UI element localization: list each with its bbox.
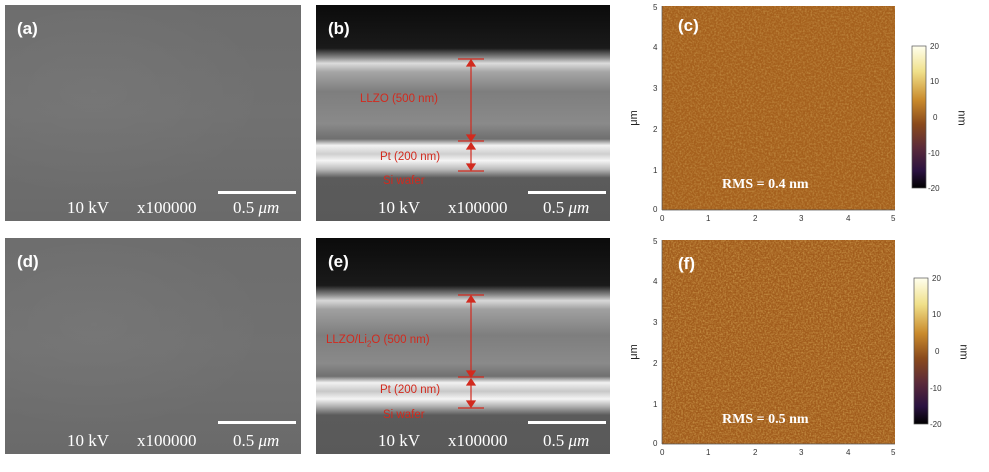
layer-label-si: Si wafer (383, 175, 425, 187)
x-tick: 4 (846, 448, 851, 457)
colorbar-tick: 20 (930, 42, 939, 51)
y-tick: 1 (653, 166, 658, 175)
layer-label-pt: Pt (200 nm) (380, 151, 441, 163)
x-tick: 5 (891, 214, 896, 223)
layer-label-llzo: LLZO (500 nm) (360, 93, 438, 105)
sem-magnification: x100000 (448, 431, 508, 450)
scale-bar-label: 0.5 μm (233, 198, 280, 217)
sem-voltage: 10 kV (378, 431, 421, 450)
x-tick: 0 (660, 448, 665, 457)
x-tick: 2 (753, 214, 758, 223)
colorbar-tick: 20 (932, 274, 941, 283)
colorbar-tick: 0 (935, 347, 940, 356)
y-tick: 0 (653, 439, 658, 448)
sem-magnification: x100000 (448, 198, 508, 217)
colorbar-tick: -10 (930, 384, 942, 393)
y-tick: 2 (653, 359, 658, 368)
panel-label: (d) (17, 252, 39, 271)
layer-label-si: Si wafer (383, 409, 425, 421)
sem-voltage: 10 kV (67, 431, 110, 450)
panel-label: (b) (328, 19, 350, 38)
sem-magnification: x100000 (137, 431, 197, 450)
colorbar-tick: -20 (928, 184, 940, 193)
colorbar-unit: nm (957, 344, 970, 360)
sem-voltage: 10 kV (67, 198, 110, 217)
colorbar-tick: 10 (930, 77, 939, 86)
afm-panel-f: (f) RMS = 0.5 nm μm 5 4 3 2 1 0 0 1 2 3 … (620, 234, 989, 472)
rms-label: RMS = 0.4 nm (722, 177, 809, 192)
x-tick: 1 (706, 448, 711, 457)
sem-panel-a: (a) 10 kV x100000 0.5 μm (5, 5, 301, 221)
sem-panel-d: (d) 10 kV x100000 0.5 μm (5, 238, 301, 454)
y-tick: 5 (653, 237, 658, 246)
panel-label: (c) (678, 16, 699, 35)
colorbar-tick: 10 (932, 310, 941, 319)
scale-bar (528, 191, 606, 194)
scale-bar (218, 421, 296, 424)
scale-bar (218, 191, 296, 194)
cross-section-image (316, 5, 610, 221)
afm-height-map (661, 6, 927, 211)
x-tick: 3 (799, 214, 804, 223)
sem-voltage: 10 kV (378, 198, 421, 217)
colorbar-unit: nm (955, 110, 968, 126)
x-tick: 3 (799, 448, 804, 457)
y-tick: 5 (653, 3, 658, 12)
colorbar-tick: -20 (930, 420, 942, 429)
x-tick: 0 (660, 214, 665, 223)
colorbar-tick: 0 (933, 113, 938, 122)
scale-bar-label: 0.5 μm (543, 198, 590, 217)
scale-bar-label: 0.5 μm (233, 431, 280, 450)
layer-label-llzo-li2o: LLZO/Li2O (500 nm) (326, 334, 430, 349)
y-axis-unit: μm (627, 110, 640, 126)
y-tick: 3 (653, 318, 658, 327)
y-tick: 3 (653, 84, 658, 93)
sem-panel-b: (b) LLZO (500 nm) Pt (200 nm) Si wafer 1… (316, 5, 610, 221)
scale-bar (528, 421, 606, 424)
sem-magnification: x100000 (137, 198, 197, 217)
afm-panel-c: (c) RMS = 0.4 nm μm 5 4 3 2 1 0 0 1 2 3 … (620, 0, 989, 232)
x-tick: 1 (706, 214, 711, 223)
y-axis-unit: μm (627, 344, 640, 360)
y-tick: 1 (653, 400, 658, 409)
layer-label-pt: Pt (200 nm) (380, 384, 441, 396)
scale-bar-label: 0.5 μm (543, 431, 590, 450)
afm-height-map (661, 240, 929, 445)
colorbar-tick: -10 (928, 149, 940, 158)
panel-label: (f) (678, 254, 695, 273)
x-tick: 4 (846, 214, 851, 223)
y-tick: 4 (653, 43, 658, 52)
x-tick: 5 (891, 448, 896, 457)
panel-label: (e) (328, 252, 349, 271)
x-tick: 2 (753, 448, 758, 457)
panel-label: (a) (17, 19, 38, 38)
y-tick: 2 (653, 125, 658, 134)
y-tick: 0 (653, 205, 658, 214)
sem-panel-e: (e) LLZO/Li2O (500 nm) Pt (200 nm) Si wa… (316, 238, 610, 454)
y-tick: 4 (653, 277, 658, 286)
cross-section-image (316, 238, 610, 454)
rms-label: RMS = 0.5 nm (722, 412, 809, 427)
